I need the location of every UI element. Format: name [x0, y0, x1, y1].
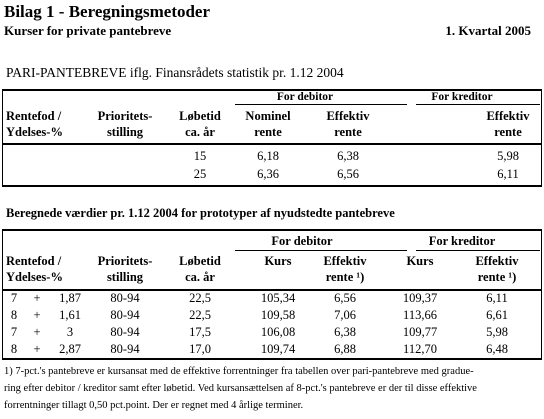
- column-header: Løbetid: [179, 109, 221, 123]
- cell: 7: [10, 291, 18, 305]
- column-header: Rentefod /: [6, 109, 62, 123]
- column-header: Effektiv: [323, 254, 367, 268]
- column-header: Løbetid: [179, 254, 221, 268]
- column-header: Nominel: [245, 109, 291, 123]
- cell: 113,66: [403, 308, 437, 322]
- column-header: rente ¹): [477, 270, 517, 284]
- cell: 7,06: [334, 308, 356, 322]
- rule: [416, 104, 540, 105]
- column-header: rente: [254, 125, 282, 139]
- rule: [235, 250, 407, 251]
- column-header: Kurs: [264, 254, 292, 268]
- column-header: Prioritets-: [97, 254, 153, 268]
- cell: 80-94: [110, 325, 140, 339]
- rule: [2, 89, 3, 186]
- rule: [2, 289, 542, 291]
- rule: [541, 89, 542, 186]
- cell: 6,11: [497, 167, 519, 181]
- cell: 6,36: [257, 167, 279, 181]
- rule: [235, 104, 407, 105]
- column-header: stilling: [106, 270, 144, 284]
- section-title: PARI-PANTEBREVE iflg. Finansrådets stati…: [6, 65, 344, 80]
- group-header: For debitor: [271, 234, 333, 248]
- cell: 6,48: [486, 342, 508, 356]
- column-header: Kurs: [406, 254, 434, 268]
- cell: 6,11: [486, 291, 508, 305]
- cell: 1,87: [59, 291, 81, 305]
- cell: +: [33, 291, 41, 305]
- column-header: stilling: [106, 125, 144, 139]
- footnote: forrentninger tillagt 0,50 pct.point. De…: [4, 400, 304, 411]
- cell: 8: [10, 308, 18, 322]
- group-header: For kreditor: [428, 234, 496, 248]
- cell: 109,77: [402, 325, 438, 339]
- cell: 6,56: [337, 167, 359, 181]
- cell: 5,98: [486, 325, 508, 339]
- cell: 109,74: [260, 342, 296, 356]
- cell: 17,5: [189, 325, 211, 339]
- cell: 25: [193, 167, 207, 181]
- cell: 6,38: [334, 325, 356, 339]
- column-header: rente ¹): [325, 270, 365, 284]
- footnote: 1) 7-pct.'s pantebreve er kursansat med …: [4, 366, 474, 377]
- section-title: Beregnede værdier pr. 1.12 2004 for prot…: [6, 206, 395, 220]
- group-header: For debitor: [276, 91, 334, 103]
- cell: 7: [10, 325, 18, 339]
- cell: 6,18: [257, 149, 279, 163]
- cell: 112,70: [403, 342, 437, 356]
- column-header: ca. år: [185, 270, 215, 284]
- column-header: Effektiv: [326, 109, 370, 123]
- rule: [2, 143, 542, 145]
- cell: 8: [10, 342, 18, 356]
- rule: [2, 229, 3, 359]
- cell: 106,08: [260, 325, 296, 339]
- cell: 1,61: [59, 308, 81, 322]
- title: Bilag 1 - Beregningsmetoder: [4, 2, 211, 21]
- column-header: rente: [334, 125, 362, 139]
- column-header: ca. år: [185, 125, 215, 139]
- column-header: Ydelses-%: [6, 270, 63, 284]
- cell: 80-94: [110, 308, 140, 322]
- column-header: Effektiv: [475, 254, 519, 268]
- rule: [2, 229, 542, 231]
- cell: 80-94: [110, 342, 140, 356]
- cell: 15: [193, 149, 207, 163]
- column-header: Ydelses-%: [6, 125, 63, 139]
- rule: [2, 358, 542, 360]
- footnote: ring efter debitor / kreditor samt efter…: [4, 383, 477, 394]
- cell: 22,5: [189, 291, 211, 305]
- cell: 80-94: [110, 291, 140, 305]
- column-header: Prioritets-: [97, 109, 153, 123]
- cell: +: [33, 342, 41, 356]
- group-header: For kreditor: [431, 91, 493, 103]
- cell: 6,88: [334, 342, 356, 356]
- cell: +: [33, 325, 41, 339]
- rule: [416, 250, 540, 251]
- rule: [2, 89, 542, 91]
- cell: 2,87: [59, 342, 81, 356]
- cell: 6,61: [486, 308, 508, 322]
- subtitle: Kurser for private pantebreve: [4, 23, 172, 38]
- column-header: Effektiv: [486, 109, 530, 123]
- column-header: Rentefod /: [6, 254, 62, 268]
- cell: +: [33, 308, 41, 322]
- rule: [541, 229, 542, 359]
- cell: 109,58: [260, 308, 296, 322]
- cell: 5,98: [497, 149, 519, 163]
- cell: 3: [66, 325, 74, 339]
- cell: 6,38: [337, 149, 359, 163]
- rule: [2, 185, 542, 187]
- column-header: rente: [494, 125, 522, 139]
- cell: 6,56: [334, 291, 356, 305]
- cell: 22,5: [189, 308, 211, 322]
- period: 1. Kvartal 2005: [445, 23, 531, 38]
- cell: 109,37: [402, 291, 438, 305]
- cell: 105,34: [260, 291, 296, 305]
- cell: 17,0: [189, 342, 211, 356]
